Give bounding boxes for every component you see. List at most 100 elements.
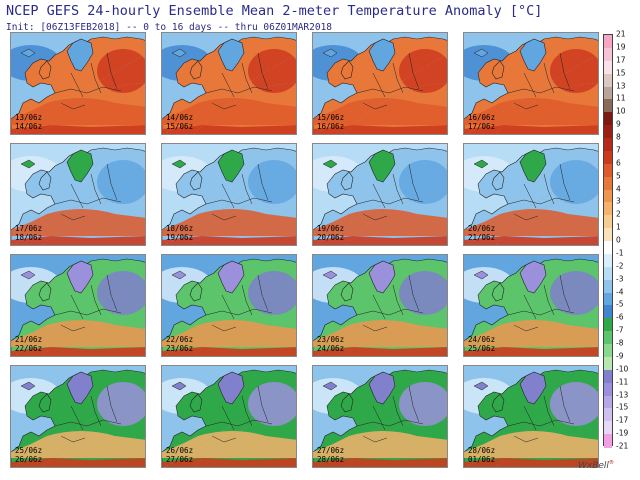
panel-end-time: 24/06z <box>317 343 345 353</box>
colorbar-segment <box>604 356 612 371</box>
panel-grid: 13/06z 14/06z 14/06z 15/06z 15/06z 16/06z 16/0… <box>10 32 600 472</box>
panel-start-time: 16/06z <box>468 113 496 122</box>
panel-start-time: 22/06z <box>166 335 194 344</box>
colorbar-ticks: 21 19 17 15 13 11 10 9 8 7 6 5 4 3 2 1 0 -1 -2 -3 -4 -5 -6 -7 -8… <box>614 30 640 451</box>
colorbar-tick-label: 8 <box>616 132 621 142</box>
colorbar-segment <box>604 150 612 165</box>
colorbar-segment <box>604 215 612 229</box>
colorbar-segment <box>604 86 612 100</box>
anomaly-map-panel: 25/06z 26/06z <box>10 365 146 468</box>
colorbar-segment <box>604 202 612 216</box>
panel-valid-time-label: 21/06z 22/06z <box>15 335 43 353</box>
anomaly-map-panel: 23/06z 24/06z <box>312 254 448 357</box>
colorbar-tick-label: -6 <box>616 312 624 322</box>
colorbar-tick-label: 4 <box>616 184 621 193</box>
map-image <box>11 33 145 134</box>
colorbar-segment <box>604 279 612 293</box>
colorbar-tick-label: 5 <box>616 171 621 181</box>
panel-valid-time-label: 17/06z 18/06z <box>15 224 43 242</box>
panel-end-time: 16/06z <box>317 121 345 131</box>
colorbar-tick-label: -10 <box>616 364 629 374</box>
colorbar-tick-label: -8 <box>616 338 624 348</box>
anomaly-map-panel: 13/06z 14/06z <box>10 32 146 135</box>
colorbar-segment <box>604 344 612 358</box>
panel-start-time: 20/06z <box>468 224 496 233</box>
colorbar-segment <box>604 421 612 435</box>
panel-valid-time-label: 23/06z 24/06z <box>317 335 345 353</box>
map-image <box>313 255 447 356</box>
panel-start-time: 19/06z <box>317 224 345 233</box>
map-image <box>11 366 145 467</box>
colorbar-tick-label: 1 <box>616 222 621 232</box>
panel-valid-time-label: 14/06z 15/06z <box>166 113 194 131</box>
colorbar-tick-label: -3 <box>616 274 624 284</box>
map-image <box>162 144 296 245</box>
colorbar-segment <box>604 73 612 87</box>
colorbar-tick-label: 21 <box>616 29 626 39</box>
colorbar-segment <box>604 176 612 190</box>
panel-end-time: 15/06z <box>166 121 194 131</box>
colorbar-segment <box>604 112 612 126</box>
anomaly-map-panel: 14/06z 15/06z <box>161 32 297 135</box>
panel-valid-time-label: 28/06z 01/06z <box>468 446 496 464</box>
anomaly-map-panel: 17/06z 18/06z <box>10 143 146 246</box>
panel-start-time: 28/06z <box>468 446 496 455</box>
colorbar-tick-label: 13 <box>616 81 626 90</box>
map-image <box>162 366 296 467</box>
panel-valid-time-label: 24/06z 25/06z <box>468 335 495 353</box>
colorbar-tick-label: 15 <box>616 68 626 78</box>
colorbar-segment <box>604 125 612 139</box>
panel-end-time: 18/06z <box>15 232 43 242</box>
colorbar <box>603 34 613 448</box>
panel-valid-time-label: 22/06z 23/06z <box>166 335 194 353</box>
colorbar-segment <box>604 382 612 396</box>
colorbar-tick-label: -11 <box>616 377 629 387</box>
map-image <box>313 144 447 245</box>
panel-start-time: 18/06z <box>166 224 194 233</box>
panel-end-time: 20/06z <box>317 232 345 242</box>
panel-end-time: 26/06z <box>15 454 43 464</box>
anomaly-map-panel: 26/06z 27/06z <box>161 365 297 468</box>
panel-start-time: 21/06z <box>15 335 43 344</box>
colorbar-segment <box>604 369 612 384</box>
colorbar-tick-label: -15 <box>616 402 629 412</box>
colorbar-tick-label: -21 <box>616 441 629 451</box>
panel-valid-time-label: 26/06z 27/06z <box>166 446 194 464</box>
panel-end-time: 19/06z <box>166 232 194 242</box>
colorbar-segment <box>604 266 612 281</box>
anomaly-map-panel: 20/06z 21/06z <box>463 143 599 246</box>
panel-start-time: 27/06z <box>317 446 345 455</box>
logo-text: WxBell <box>578 461 609 471</box>
colorbar-tick-label: -1 <box>616 248 624 258</box>
anomaly-map-panel: 16/06z 17/06z <box>463 32 599 135</box>
colorbar-segment <box>604 47 612 62</box>
anomaly-map-panel: 21/06z 22/06z <box>10 254 146 357</box>
map-image <box>11 144 145 245</box>
chart-title: NCEP GEFS 24-hourly Ensemble Mean 2-mete… <box>6 3 543 19</box>
anomaly-map-panel: 18/06z 19/06z <box>161 143 297 246</box>
map-image <box>313 366 447 467</box>
map-image <box>464 366 598 467</box>
colorbar-tick-label: -5 <box>616 299 624 309</box>
panel-valid-time-label: 27/06z 28/06z <box>317 446 345 464</box>
colorbar-tick-label: -2 <box>616 261 624 271</box>
colorbar-tick-label: 11 <box>616 93 626 103</box>
anomaly-map-panel: 19/06z 20/06z <box>312 143 448 246</box>
panel-start-time: 14/06z <box>166 113 194 122</box>
colorbar-tick-label: 7 <box>616 145 621 155</box>
anomaly-map-panel: 24/06z 25/06z <box>463 254 599 357</box>
panel-end-time: 27/06z <box>166 454 194 464</box>
panel-valid-time-label: 13/06z 14/06z <box>15 113 42 131</box>
panel-start-time: 25/06z <box>15 446 43 455</box>
init-subtitle: Init: [06Z13FEB2018] -- 0 to 16 days -- … <box>6 22 333 33</box>
colorbar-tick-label: -7 <box>616 325 624 335</box>
map-image <box>464 33 598 134</box>
colorbar-tick-label: 10 <box>616 106 626 116</box>
colorbar-tick-label: -17 <box>616 415 629 425</box>
colorbar-segment <box>604 60 612 75</box>
colorbar-segment <box>604 228 612 242</box>
colorbar-segment <box>604 241 612 255</box>
anomaly-map-panel: 27/06z 28/06z <box>312 365 448 468</box>
panel-start-time: 15/06z <box>317 113 345 122</box>
colorbar-tick-label: 17 <box>616 55 626 65</box>
